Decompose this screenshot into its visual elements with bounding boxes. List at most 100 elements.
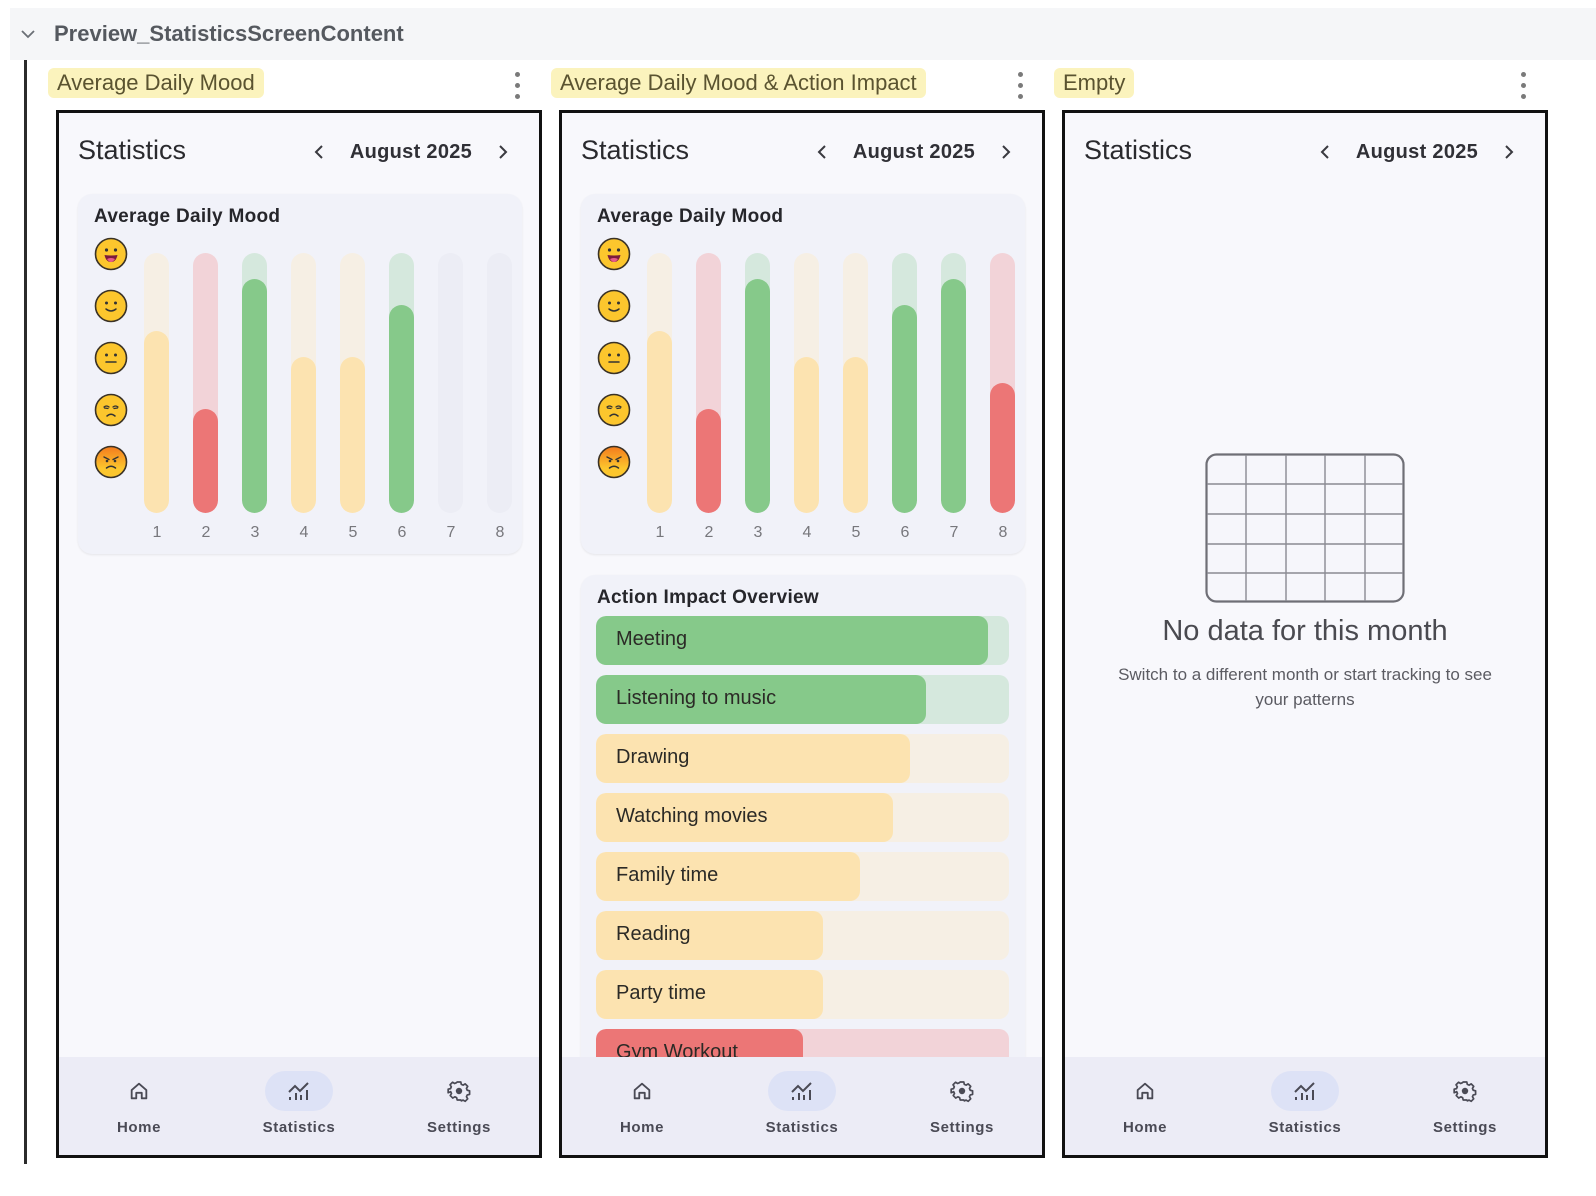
action-impact-bar bbox=[596, 616, 989, 665]
calendar-grid-icon bbox=[1205, 453, 1405, 603]
chevron-down-icon[interactable] bbox=[12, 29, 44, 39]
x-tick-label: 6 bbox=[900, 524, 910, 541]
mood-bar-day-6 bbox=[892, 253, 917, 513]
preview-group-header[interactable]: Preview_StatisticsScreenContent bbox=[10, 8, 1596, 60]
mood-chart-title: Average Daily Mood bbox=[597, 206, 784, 227]
nav-label: Statistics bbox=[1268, 1119, 1342, 1136]
action-impact-title: Action Impact Overview bbox=[597, 587, 820, 608]
previous-month-button[interactable] bbox=[301, 137, 337, 167]
previous-month-button[interactable] bbox=[1307, 137, 1343, 167]
nav-item-settings[interactable]: Settings bbox=[384, 1057, 534, 1136]
chart-icon bbox=[1271, 1071, 1339, 1111]
x-tick-label: 8 bbox=[998, 524, 1008, 541]
action-impact-row[interactable]: Drawing bbox=[596, 734, 1009, 783]
neutral-emoji-icon bbox=[94, 341, 128, 375]
preview-group-title: Preview_StatisticsScreenContent bbox=[54, 21, 404, 46]
x-tick-label: 5 bbox=[348, 524, 358, 541]
next-month-button[interactable] bbox=[1491, 137, 1527, 167]
chevron-left-icon bbox=[817, 145, 826, 159]
nav-item-home[interactable]: Home bbox=[1070, 1057, 1220, 1136]
sad-emoji-icon bbox=[94, 393, 128, 427]
app-bar: Statistics August 2025 bbox=[562, 113, 1042, 191]
action-impact-bar bbox=[596, 793, 894, 842]
action-label: Family time bbox=[616, 864, 719, 886]
x-tick-label: 7 bbox=[446, 524, 456, 541]
angry-emoji-icon bbox=[597, 445, 631, 479]
very-happy-emoji-icon bbox=[597, 237, 631, 271]
nav-item-statistics[interactable]: Statistics bbox=[1230, 1057, 1380, 1136]
preview-variant: Average Daily Mood Statistics August 202… bbox=[48, 60, 544, 1158]
mood-bar-day-7 bbox=[438, 253, 463, 513]
action-label: Drawing bbox=[616, 746, 690, 768]
action-impact-row[interactable]: Party time bbox=[596, 970, 1009, 1019]
empty-state: No data for this month Switch to a diffe… bbox=[1065, 453, 1545, 712]
mood-bar-fill bbox=[745, 279, 770, 513]
month-navigator: August 2025 bbox=[804, 137, 1024, 167]
action-label: Party time bbox=[616, 982, 707, 1004]
x-tick-label: 4 bbox=[802, 524, 812, 541]
chevron-right-icon bbox=[1505, 145, 1514, 159]
chevron-left-icon bbox=[1320, 145, 1329, 159]
mood-bar-fill bbox=[696, 409, 721, 513]
x-tick-label: 1 bbox=[152, 524, 162, 541]
action-impact-bar bbox=[596, 852, 861, 901]
nav-item-settings[interactable]: Settings bbox=[1390, 1057, 1540, 1136]
more-options-icon[interactable] bbox=[512, 70, 522, 100]
action-impact-row[interactable]: Listening to music bbox=[596, 675, 1009, 724]
action-impact-row[interactable]: Reading bbox=[596, 911, 1009, 960]
chevron-right-icon bbox=[1002, 145, 1011, 159]
phone-frame: Statistics August 2025 Average Daily Moo… bbox=[56, 110, 542, 1158]
action-impact-bar bbox=[596, 734, 910, 783]
nav-item-statistics[interactable]: Statistics bbox=[224, 1057, 374, 1136]
more-options-icon[interactable] bbox=[1015, 70, 1025, 100]
mood-bar-fill bbox=[389, 305, 414, 513]
action-impact-row[interactable]: Meeting bbox=[596, 616, 1009, 665]
current-month-label: August 2025 bbox=[349, 140, 473, 163]
nav-label: Settings bbox=[1433, 1119, 1497, 1136]
variant-label: Empty bbox=[1054, 68, 1135, 98]
mood-bar-day-1 bbox=[647, 253, 672, 513]
gear-icon bbox=[425, 1071, 493, 1111]
more-options-icon[interactable] bbox=[1518, 70, 1528, 100]
month-navigator: August 2025 bbox=[301, 137, 521, 167]
x-tick-label: 2 bbox=[704, 524, 714, 541]
variant-label: Average Daily Mood & Action Impact bbox=[551, 68, 926, 98]
action-impact-row[interactable]: Family time bbox=[596, 852, 1009, 901]
action-impact-bar bbox=[596, 970, 824, 1019]
mood-bar-day-4 bbox=[794, 253, 819, 513]
app-bar: Statistics August 2025 bbox=[59, 113, 539, 191]
mood-bar-chart: 1 2 3 4 5 6 7 8 bbox=[581, 194, 1025, 554]
nav-label: Statistics bbox=[765, 1119, 839, 1136]
mood-bar-chart: 1 2 3 4 5 6 7 8 bbox=[78, 194, 522, 554]
mood-chart-title: Average Daily Mood bbox=[94, 206, 281, 227]
action-label: Reading bbox=[616, 923, 691, 945]
chart-icon bbox=[265, 1071, 333, 1111]
month-navigator: August 2025 bbox=[1307, 137, 1527, 167]
next-month-button[interactable] bbox=[988, 137, 1024, 167]
phone-frame: Statistics August 2025 bbox=[1062, 110, 1548, 1158]
mood-bar-fill bbox=[794, 357, 819, 513]
preview-variant: Average Daily Mood & Action Impact Stati… bbox=[551, 60, 1047, 1158]
x-tick-label: 7 bbox=[949, 524, 959, 541]
bottom-navigation: Home Statistics Settings bbox=[562, 1057, 1042, 1155]
phone-frame: Statistics August 2025 Average Daily Moo… bbox=[559, 110, 1045, 1158]
very-happy-emoji-icon bbox=[94, 237, 128, 271]
previous-month-button[interactable] bbox=[804, 137, 840, 167]
mood-bar-day-4 bbox=[291, 253, 316, 513]
next-month-button[interactable] bbox=[485, 137, 521, 167]
action-impact-card: Action Impact Overview Meeting Listening … bbox=[581, 575, 1025, 1135]
mood-bar-day-8 bbox=[487, 253, 512, 513]
nav-item-home[interactable]: Home bbox=[567, 1057, 717, 1136]
mood-bar-fill bbox=[340, 357, 365, 513]
screen-title: Statistics bbox=[78, 135, 187, 165]
action-label: Listening to music bbox=[616, 687, 777, 709]
action-impact-row[interactable]: Watching movies bbox=[596, 793, 1009, 842]
mood-bar-fill bbox=[144, 331, 169, 513]
nav-item-settings[interactable]: Settings bbox=[887, 1057, 1037, 1136]
mood-bar-day-6 bbox=[389, 253, 414, 513]
happy-emoji-icon bbox=[597, 289, 631, 323]
mood-chart-card: Average Daily Mood 1 2 3 4 5 6 7 8 bbox=[581, 194, 1025, 554]
nav-item-home[interactable]: Home bbox=[64, 1057, 214, 1136]
nav-item-statistics[interactable]: Statistics bbox=[727, 1057, 877, 1136]
tree-guide-line bbox=[24, 60, 27, 1164]
